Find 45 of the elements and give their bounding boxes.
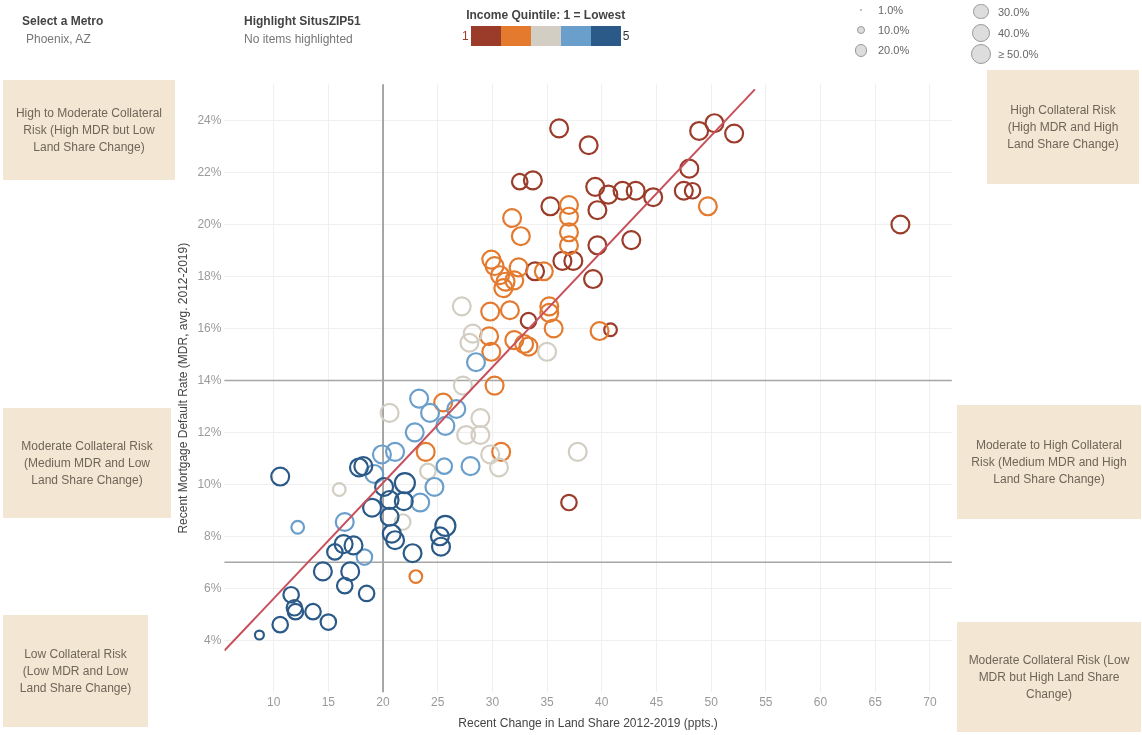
x-tick-label: 70 — [923, 694, 937, 709]
y-tick-label: 10% — [197, 476, 222, 491]
text: 1 — [461, 28, 470, 45]
legend-label: 40.0% — [998, 26, 1030, 39]
legend-title: Income Quintile: 1 = Lowest — [465, 8, 627, 22]
legend-label: 30.0% — [998, 5, 1030, 18]
x-tick-label: 65 — [868, 694, 883, 709]
x-tick-label: 15 — [321, 694, 336, 709]
y-tick-label: 16% — [197, 320, 222, 335]
text: No items highlighted — [244, 32, 353, 46]
text: Low Collateral Risk (Low MDR and Low Land Share Change) — [3, 615, 148, 727]
y-tick-label: 4% — [204, 632, 222, 647]
legend-label: 5 — [621, 28, 631, 45]
y-tick-label: 12% — [197, 424, 222, 439]
x-tick-label: 40 — [595, 694, 609, 709]
x-tick-label: 25 — [431, 694, 445, 709]
text: Moderate Collateral Risk (Low MDR but High Land Share Change) — [957, 622, 1141, 732]
y-axis-title: Recent Mortgage Default Rate (MDR, avg. 2012-2019) — [175, 242, 190, 534]
text: Moderate Collateral Risk (Medium MDR and Low Land Share Change) — [3, 408, 171, 518]
y-tick-label: 18% — [197, 268, 222, 283]
y-tick-label: 14% — [197, 372, 222, 387]
y-tick-label: 6% — [204, 580, 222, 595]
y-tick-label: 22% — [197, 164, 222, 179]
legend-label: 20.0% — [878, 44, 910, 57]
x-tick-label: 50 — [704, 694, 719, 709]
x-axis-title: Recent Change in Land Share 2012-2019 (ppts.) — [458, 716, 718, 731]
x-tick-label: 10 — [266, 694, 281, 709]
text: Moderate to High Collateral Risk (Medium MDR and High Land Share Change) — [957, 405, 1141, 519]
x-tick-label: 20 — [376, 694, 391, 709]
y-tick-label: 20% — [197, 216, 222, 231]
y-tick-label: 24% — [197, 112, 222, 127]
legend-label: 10.0% — [878, 24, 910, 36]
x-tick-label: 35 — [540, 694, 555, 709]
text: High to Moderate Collateral Risk (High MDR but Low Land Share Change) — [3, 80, 175, 180]
text: High Collateral Risk (High MDR and High Land Share Change) — [987, 70, 1139, 184]
legend-label: 1.0% — [878, 4, 904, 16]
x-tick-label: 30 — [485, 694, 500, 709]
legend-label: ≥ 50.0% — [998, 48, 1039, 60]
y-tick-label: 8% — [204, 528, 222, 543]
x-tick-label: 45 — [649, 694, 664, 709]
x-tick-label: 60 — [813, 694, 828, 709]
x-tick-label: 55 — [759, 694, 773, 709]
text: Highlight SitusZIP51 — [244, 14, 361, 28]
text: Select a Metro — [22, 14, 104, 28]
text: Phoenix, AZ — [26, 32, 91, 46]
